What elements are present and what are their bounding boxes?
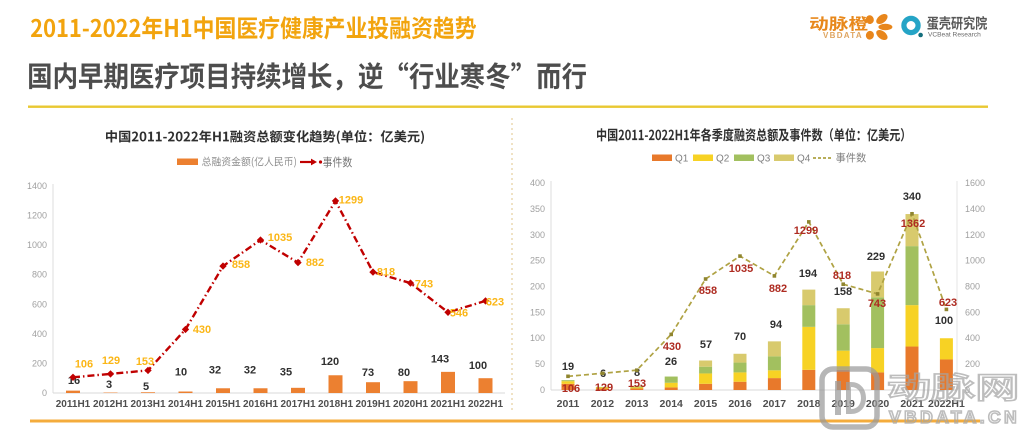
svg-text:VBDATA.CN: VBDATA.CN	[889, 407, 1020, 427]
svg-text:1400: 1400	[965, 204, 985, 214]
svg-text:2018H1: 2018H1	[318, 399, 353, 410]
svg-text:70: 70	[734, 331, 746, 343]
svg-text:1000: 1000	[27, 240, 47, 250]
svg-text:2014H1: 2014H1	[168, 399, 203, 410]
svg-text:623: 623	[486, 296, 504, 308]
svg-text:57: 57	[700, 339, 712, 351]
svg-text:0: 0	[42, 388, 47, 398]
svg-text:818: 818	[833, 270, 851, 282]
svg-text:818: 818	[377, 266, 395, 278]
svg-text:1035: 1035	[268, 232, 292, 244]
svg-text:200: 200	[32, 358, 47, 368]
svg-text:1035: 1035	[729, 263, 753, 275]
svg-text:1200: 1200	[965, 230, 985, 240]
svg-text:2015: 2015	[694, 398, 718, 410]
svg-text:19: 19	[562, 361, 574, 373]
svg-text:2022H1: 2022H1	[468, 399, 503, 410]
svg-text:2012: 2012	[591, 398, 615, 410]
svg-text:2018: 2018	[797, 398, 821, 410]
svg-text:2013H1: 2013H1	[130, 399, 165, 410]
svg-text:400: 400	[965, 333, 980, 343]
svg-text:Q1: Q1	[675, 154, 689, 165]
svg-text:73: 73	[362, 367, 374, 379]
svg-text:600: 600	[32, 299, 47, 309]
svg-text:10: 10	[175, 366, 187, 378]
svg-text:623: 623	[939, 297, 957, 309]
svg-text:800: 800	[32, 270, 47, 280]
svg-text:800: 800	[965, 282, 980, 292]
svg-text:350: 350	[530, 204, 545, 214]
svg-text:Q3: Q3	[757, 154, 771, 165]
svg-text:158: 158	[834, 286, 852, 298]
svg-text:2014: 2014	[660, 398, 684, 410]
svg-text:32: 32	[244, 364, 256, 376]
svg-text:100: 100	[469, 360, 487, 372]
svg-text:882: 882	[769, 283, 787, 295]
svg-text:200: 200	[965, 359, 980, 369]
svg-text:1299: 1299	[339, 194, 363, 206]
svg-text:2015H1: 2015H1	[205, 399, 240, 410]
svg-text:2016H1: 2016H1	[243, 399, 278, 410]
svg-text:400: 400	[530, 178, 545, 188]
svg-text:250: 250	[530, 256, 545, 266]
svg-text:546: 546	[450, 307, 468, 319]
svg-text:430: 430	[193, 324, 211, 336]
svg-text:106: 106	[75, 358, 93, 370]
svg-text:300: 300	[530, 230, 545, 240]
svg-text:858: 858	[232, 259, 250, 271]
svg-text:1299: 1299	[794, 225, 818, 237]
svg-text:743: 743	[868, 298, 886, 310]
svg-text:1200: 1200	[27, 211, 47, 221]
svg-text:2017H1: 2017H1	[280, 399, 315, 410]
svg-text:100: 100	[935, 315, 953, 327]
svg-text:2021H1: 2021H1	[430, 399, 465, 410]
svg-text:600: 600	[965, 307, 980, 317]
svg-text:106: 106	[562, 383, 580, 395]
svg-text:153: 153	[628, 378, 646, 390]
svg-text:3: 3	[106, 379, 112, 391]
svg-text:2013: 2013	[625, 398, 649, 410]
svg-text:VCBeat Research: VCBeat Research	[928, 32, 981, 39]
svg-text:143: 143	[431, 353, 449, 365]
svg-text:2016: 2016	[728, 398, 752, 410]
svg-text:743: 743	[415, 278, 433, 290]
svg-text:2011: 2011	[557, 398, 580, 410]
svg-text:1362: 1362	[901, 218, 925, 230]
svg-text:153: 153	[136, 356, 154, 368]
svg-text:430: 430	[663, 341, 681, 353]
svg-text:2011H1: 2011H1	[56, 399, 91, 410]
svg-text:340: 340	[903, 191, 921, 203]
svg-text:882: 882	[306, 257, 324, 269]
svg-text:129: 129	[102, 355, 120, 367]
svg-text:2017: 2017	[763, 398, 787, 410]
svg-text:0: 0	[540, 385, 545, 395]
svg-text:2019H1: 2019H1	[355, 399, 390, 410]
svg-text:194: 194	[799, 268, 818, 280]
svg-text:5: 5	[143, 381, 149, 393]
svg-text:26: 26	[665, 356, 677, 368]
svg-text:400: 400	[32, 329, 47, 339]
svg-text:32: 32	[209, 364, 221, 376]
svg-text:8: 8	[634, 367, 640, 379]
svg-text:Q2: Q2	[716, 154, 730, 165]
svg-text:2012H1: 2012H1	[93, 399, 128, 410]
svg-text:858: 858	[699, 285, 717, 297]
svg-text:2020H1: 2020H1	[393, 399, 428, 410]
svg-text:150: 150	[530, 307, 545, 317]
svg-text:229: 229	[867, 251, 885, 263]
svg-text:100: 100	[530, 333, 545, 343]
svg-text:1400: 1400	[27, 181, 47, 191]
svg-text:120: 120	[321, 356, 339, 368]
svg-text:129: 129	[595, 382, 613, 394]
svg-text:200: 200	[530, 282, 545, 292]
svg-text:94: 94	[770, 319, 783, 331]
svg-text:80: 80	[398, 367, 410, 379]
svg-text:50: 50	[535, 359, 545, 369]
svg-text:35: 35	[280, 366, 292, 378]
svg-text:VBDATA: VBDATA	[823, 31, 863, 40]
svg-text:1600: 1600	[965, 178, 985, 188]
svg-text:1000: 1000	[965, 256, 985, 266]
svg-text:Q4: Q4	[797, 154, 811, 165]
